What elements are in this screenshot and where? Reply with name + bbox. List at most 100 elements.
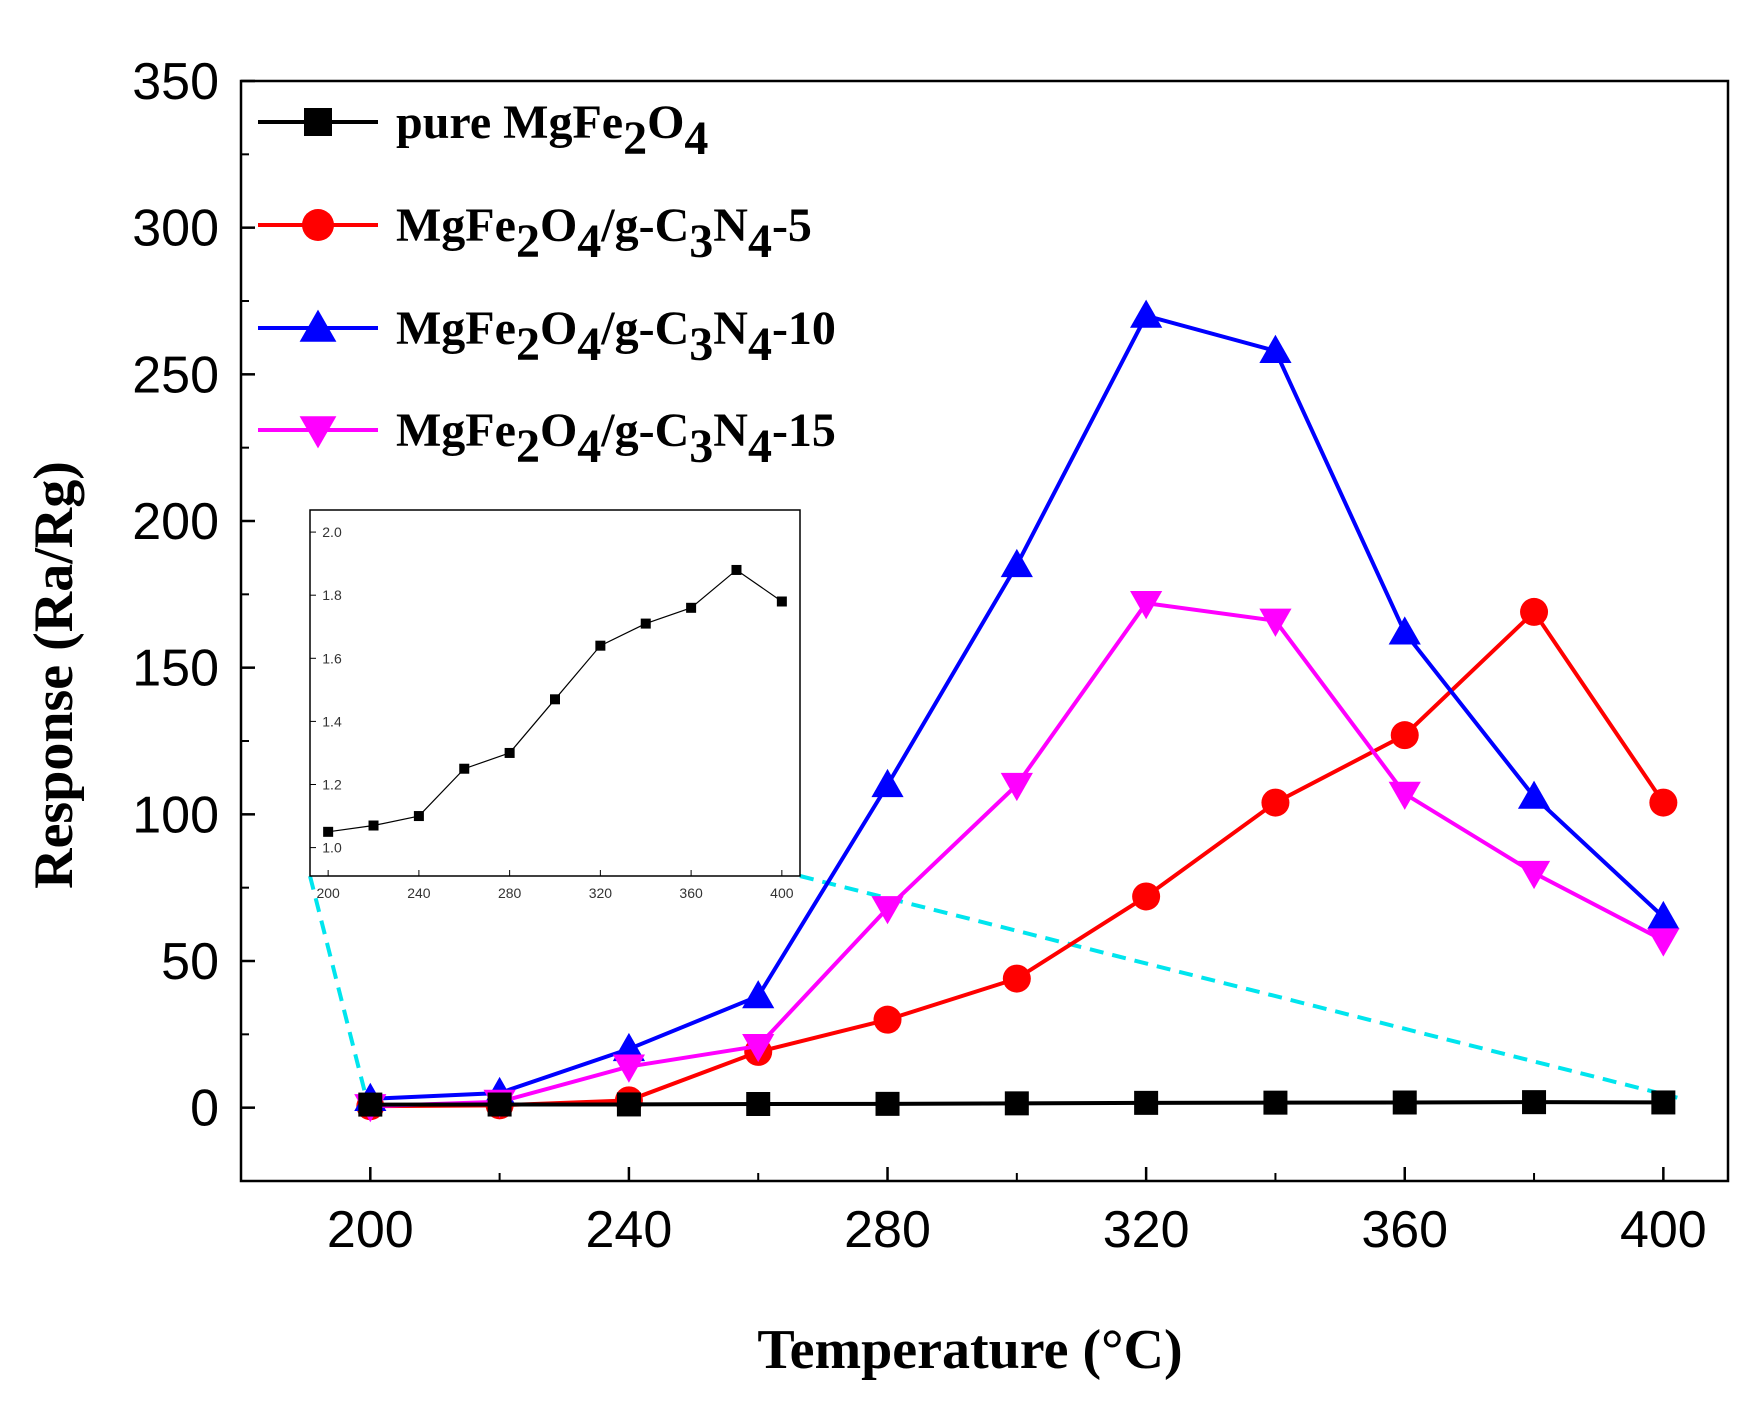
data-point xyxy=(1647,928,1680,957)
y-tick-label: 350 xyxy=(132,53,219,111)
inset-y-tick-label: 1.8 xyxy=(322,587,342,603)
data-point xyxy=(1132,882,1161,911)
inset-x-tick-label: 320 xyxy=(589,885,613,901)
data-point xyxy=(746,1092,771,1116)
legend-swatch-marker xyxy=(304,108,332,136)
inset-data-point xyxy=(368,820,379,831)
data-point xyxy=(1517,860,1551,890)
y-axis-ticks: 0 50 100 150 200 250 300 350 xyxy=(132,53,255,1138)
y-tick-label: 50 xyxy=(161,933,219,991)
inset-x-tick-label: 240 xyxy=(407,885,431,901)
inset-x-tick-label: 360 xyxy=(679,885,703,901)
y-tick-label: 100 xyxy=(132,786,219,844)
y-axis-title: Response (Ra/Rg) xyxy=(23,461,85,889)
legend-label: pure MgFe2O4 xyxy=(396,96,708,165)
data-point xyxy=(875,1091,900,1116)
y-tick-label: 150 xyxy=(132,640,219,698)
inset-frame xyxy=(309,509,801,877)
series-0 xyxy=(358,1090,1676,1117)
data-point xyxy=(1647,900,1680,930)
legend-label: MgFe2O4/g-C3N4-15 xyxy=(396,404,836,473)
data-point xyxy=(1522,1090,1547,1115)
inset-x-tick-label: 400 xyxy=(770,885,794,901)
inset-data-point xyxy=(776,596,787,607)
x-tick-label: 320 xyxy=(1103,1201,1190,1259)
inset-data-point xyxy=(323,826,334,837)
legend-label: MgFe2O4/g-C3N4-10 xyxy=(396,302,836,371)
data-point xyxy=(1388,781,1421,810)
data-point xyxy=(1388,616,1421,645)
legend-swatch-marker xyxy=(299,416,337,449)
legend-item: pure MgFe2O4 xyxy=(258,96,708,165)
data-point xyxy=(873,1005,902,1034)
inset-axis-ticks: 1.0 1.2 1.4 1.6 1.8 2.0 200 240 280 320 360 400 xyxy=(310,524,794,901)
inset-y-tick-label: 1.0 xyxy=(322,840,342,856)
data-point xyxy=(1651,1090,1676,1115)
x-tick-label: 400 xyxy=(1620,1201,1707,1259)
callout-line-left xyxy=(308,875,373,1115)
data-point xyxy=(1392,1090,1417,1115)
data-point xyxy=(487,1092,512,1117)
inset-x-tick-label: 200 xyxy=(316,885,340,901)
callout-line-right xyxy=(799,874,1678,1100)
data-point xyxy=(616,1092,641,1117)
data-point xyxy=(1649,788,1678,817)
data-point xyxy=(1520,597,1549,626)
x-tick-label: 240 xyxy=(586,1201,673,1259)
data-point xyxy=(1259,334,1292,363)
inset-data-point xyxy=(731,564,742,575)
data-point xyxy=(1002,964,1031,993)
y-tick-label: 0 xyxy=(190,1080,219,1138)
data-point xyxy=(1130,591,1163,620)
data-point xyxy=(1263,1090,1288,1115)
data-point xyxy=(742,980,775,1009)
inset-y-tick-label: 2.0 xyxy=(322,524,342,540)
data-point xyxy=(1259,608,1292,637)
legend-item: MgFe2O4/g-C3N4-10 xyxy=(258,302,836,371)
inset-data-point xyxy=(640,618,651,629)
legend-swatch-marker xyxy=(299,309,337,342)
data-point xyxy=(1390,721,1419,750)
data-point xyxy=(612,1054,646,1083)
inset-y-tick-label: 1.2 xyxy=(322,777,342,793)
data-point xyxy=(1000,772,1033,802)
data-point xyxy=(871,896,904,925)
data-point xyxy=(358,1092,383,1117)
data-point xyxy=(1134,1090,1159,1115)
data-point xyxy=(1000,548,1033,578)
inset-callout-lines xyxy=(308,874,1678,1115)
inset-x-tick-label: 280 xyxy=(498,885,522,901)
x-tick-label: 360 xyxy=(1361,1201,1448,1259)
data-point xyxy=(1517,780,1551,809)
x-tick-label: 280 xyxy=(844,1201,931,1259)
inset-data-point xyxy=(550,694,560,705)
data-point xyxy=(742,1033,775,1063)
legend-swatch-marker xyxy=(302,209,334,241)
inset-data-point xyxy=(459,763,470,774)
x-tick-label: 200 xyxy=(327,1201,414,1259)
legend-label: MgFe2O4/g-C3N4-5 xyxy=(396,199,812,268)
y-tick-label: 250 xyxy=(132,346,219,404)
inset-y-tick-label: 1.6 xyxy=(322,650,342,666)
y-tick-label: 200 xyxy=(132,493,219,551)
legend: pure MgFe2O4 MgFe2O4/g-C3N4-5 MgFe2O4/g-C3… xyxy=(258,96,836,473)
x-axis-ticks: 200 240 280 320 360 400 xyxy=(327,1167,1707,1259)
inset-data-point xyxy=(686,602,697,613)
inset-data-point xyxy=(413,811,424,822)
x-axis-title: Temperature (°C) xyxy=(757,1319,1182,1381)
inset-data-point xyxy=(595,640,606,651)
data-point xyxy=(1130,299,1163,328)
data-point xyxy=(1004,1091,1029,1116)
data-point xyxy=(612,1032,646,1062)
data-point xyxy=(1261,788,1290,817)
y-tick-label: 300 xyxy=(132,200,219,258)
inset-series xyxy=(323,564,787,837)
plot-frame xyxy=(239,79,1730,1183)
legend-item: MgFe2O4/g-C3N4-15 xyxy=(258,404,836,473)
series-layer xyxy=(354,299,1680,1123)
data-point xyxy=(871,768,904,798)
inset-data-point xyxy=(504,747,515,758)
inset-y-tick-label: 1.4 xyxy=(322,713,342,729)
